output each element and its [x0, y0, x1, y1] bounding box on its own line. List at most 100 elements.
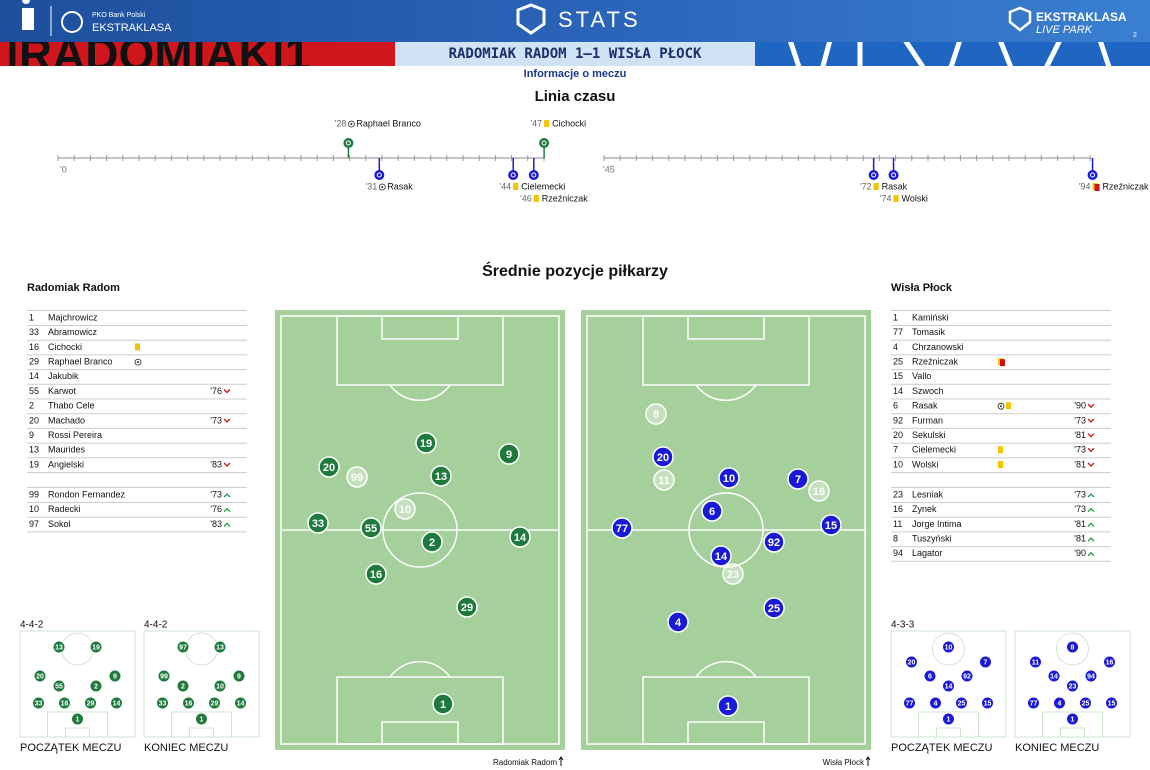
- sub-out-arrow: [1087, 403, 1095, 409]
- event-pin: [1087, 170, 1098, 180]
- stats-logo: [516, 3, 546, 35]
- event-pin-core: [541, 140, 547, 146]
- event-player: Rzeźniczak: [1103, 181, 1150, 191]
- player-number: 10: [893, 459, 903, 469]
- mini-player: [176, 679, 190, 693]
- pitch-caption: Radomiak Radom: [493, 758, 557, 767]
- event-pin: [374, 170, 385, 180]
- mini-player: [905, 655, 918, 669]
- player-name: Jorge Intima: [912, 519, 962, 529]
- event-pin-core: [891, 172, 897, 178]
- mini-player: [176, 640, 190, 654]
- sub-minute: '90: [1074, 401, 1086, 411]
- brand-sub: LIVE PARK: [1036, 24, 1093, 36]
- mini-player-number: 99: [160, 673, 168, 680]
- mini-goal-area: [65, 727, 90, 738]
- player-number: 77: [893, 327, 903, 337]
- sub-in-arrow: [223, 507, 231, 513]
- sub-minute: '81: [1074, 519, 1086, 529]
- player-name: Kamiński: [912, 312, 949, 322]
- event-minute: '46: [520, 193, 532, 203]
- event-pin-core: [510, 172, 516, 178]
- sub-in-arrow: [1087, 551, 1095, 557]
- league-top: PKO Bank Polski: [92, 12, 146, 19]
- player-number: 55: [29, 386, 39, 396]
- mini-player: [110, 696, 123, 710]
- mini-player: [1084, 669, 1098, 683]
- player-marker: [415, 432, 437, 454]
- player-marker: [360, 517, 382, 539]
- player-marker-number: 8: [653, 409, 659, 421]
- mini-player-number: 16: [61, 700, 69, 707]
- mini-player: [232, 669, 246, 683]
- player-marker: [763, 531, 785, 553]
- player-number: 7: [893, 445, 898, 455]
- player-marker-number: 1: [725, 701, 731, 713]
- formation: 4-4-2: [20, 620, 44, 631]
- player-number: 6: [893, 401, 898, 411]
- sub-in-arrow: [223, 493, 231, 498]
- sub-in-arrow: [1087, 522, 1095, 527]
- player-marker-number: 99: [351, 472, 363, 484]
- phase-label: KONIEC MECZU: [1015, 742, 1099, 754]
- mini-player: [960, 669, 974, 683]
- player-name: Maurides: [48, 445, 86, 455]
- player-marker: [509, 526, 531, 548]
- divider: [50, 6, 52, 36]
- direction-arrow: [558, 756, 564, 766]
- player-marker-number: 10: [399, 504, 411, 516]
- mini-player-number: 9: [237, 673, 241, 680]
- player-marker-number: 23: [727, 569, 739, 581]
- mini-player: [942, 712, 955, 726]
- mini-player: [1066, 712, 1079, 726]
- mini-player: [942, 679, 955, 693]
- brand-logo: [1008, 6, 1032, 32]
- yellow-card: [533, 195, 539, 202]
- player-marker: [710, 545, 732, 567]
- player-marker-number: 7: [795, 474, 801, 486]
- player-marker-number: 77: [616, 523, 628, 535]
- mini-player-number: 1: [947, 716, 951, 723]
- player-name: Lagator: [912, 548, 943, 558]
- player-name: Thabo Cele: [48, 401, 95, 411]
- mini-player: [52, 640, 66, 654]
- mini-player: [71, 712, 84, 726]
- player-marker-number: 16: [370, 569, 382, 581]
- mini-player-number: 10: [216, 683, 224, 690]
- mini-goal-area: [189, 727, 214, 738]
- mini-player: [156, 696, 169, 710]
- half-start: '45: [603, 164, 615, 174]
- event-player: Rzeźniczak: [542, 193, 589, 203]
- player-marker-number: 14: [514, 532, 527, 544]
- sub-in-arrow: [223, 522, 231, 527]
- mini-player: [182, 696, 195, 710]
- red-card: [1094, 184, 1100, 191]
- mini-player-number: 13: [216, 644, 224, 651]
- team-name: Wisła Płock: [891, 282, 953, 294]
- yellow-card: [135, 343, 140, 351]
- match-title: RADOMIAK RADOM 1–1 WISŁA PŁOCK: [449, 46, 702, 62]
- mini-player-number: 29: [211, 700, 219, 707]
- player-marker-number: 20: [657, 452, 669, 464]
- player-marker: [787, 468, 809, 490]
- sub-minute: '73: [1074, 504, 1086, 514]
- sub-minute: '83: [210, 519, 222, 529]
- mini-player-number: 55: [55, 683, 63, 690]
- player-marker: [808, 480, 830, 502]
- yellow-card: [893, 195, 899, 202]
- event-pin-core: [531, 172, 537, 178]
- phase-label: KONIEC MECZU: [144, 742, 228, 754]
- player-number: 25: [893, 356, 903, 366]
- brand: EKSTRAKLASA: [1036, 10, 1127, 24]
- mini-player-number: 8: [1071, 644, 1075, 651]
- mini-player: [942, 640, 955, 654]
- mini-player: [89, 679, 103, 693]
- player-name: Majchrowicz: [48, 312, 98, 322]
- mini-player-number: 7: [984, 659, 988, 666]
- player-number: 13: [29, 445, 39, 455]
- mini-goal-area: [1060, 727, 1085, 738]
- center-circle: [382, 492, 458, 568]
- mini-player-number: 1: [1071, 716, 1075, 723]
- phase-label: POCZĄTEK MECZU: [20, 742, 122, 754]
- yellow-card: [998, 461, 1003, 468]
